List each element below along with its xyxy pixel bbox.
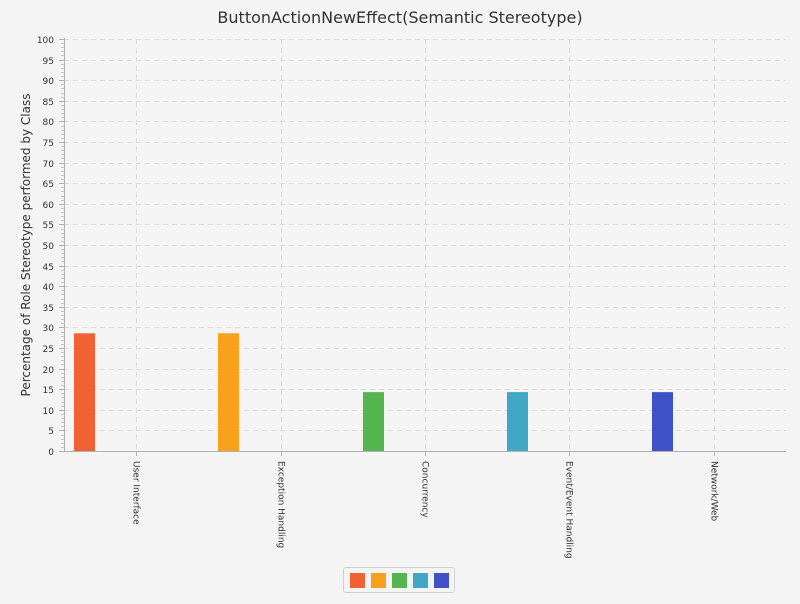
y-tick-label: 20	[43, 366, 55, 376]
y-tick-label: 15	[43, 386, 54, 396]
y-tick-label: 75	[43, 139, 54, 149]
legend-swatch	[413, 573, 428, 588]
x-tick-label: Event/Event Handling	[564, 461, 574, 559]
y-tick-label: 35	[43, 304, 54, 314]
y-tick-label: 10	[43, 407, 55, 417]
y-tick-labels: 0 5 10 15 20 25 30 35 40 45 50 55 60 65 70 75 80 85 90 95 10…	[37, 36, 54, 458]
legend	[343, 567, 455, 593]
bars	[74, 333, 673, 451]
legend-swatch	[371, 573, 386, 588]
bar	[363, 392, 384, 451]
x-tick-label: Network/Web	[709, 461, 719, 522]
legend-swatch	[392, 573, 407, 588]
y-tick-label: 45	[43, 263, 54, 273]
legend-swatch	[434, 573, 449, 588]
x-tick-label: Concurrency	[420, 461, 430, 518]
y-tick-label: 95	[43, 57, 54, 67]
y-tick-label: 5	[48, 427, 54, 437]
grid	[64, 39, 786, 451]
y-tick-label: 50	[43, 242, 55, 252]
y-tick-label: 65	[43, 180, 54, 190]
x-tick-label: User Interface	[131, 461, 141, 525]
chart-title: ButtonActionNewEffect(Semantic Stereotyp…	[217, 8, 582, 27]
x-tick-labels: User Interface Exception Handling Concurre…	[131, 451, 719, 559]
y-tick-label: 70	[43, 160, 55, 170]
y-tick-label: 80	[43, 118, 55, 128]
x-tick-label: Exception Handling	[276, 461, 286, 548]
y-tick-label: 40	[43, 283, 55, 293]
y-tick-label: 55	[43, 221, 54, 231]
bar	[507, 392, 528, 451]
bar	[74, 333, 95, 451]
y-tick-label: 25	[43, 345, 54, 355]
y-tick-label: 100	[37, 36, 54, 46]
legend-swatch	[350, 573, 365, 588]
bar	[218, 333, 239, 451]
y-axis-label: Percentage of Role Stereotype performed …	[19, 94, 33, 397]
y-tick-label: 30	[43, 324, 55, 334]
y-tick-label: 60	[43, 201, 55, 211]
y-tick-label: 85	[43, 98, 54, 108]
y-tick-label: 0	[48, 448, 54, 458]
y-minor-ticks	[59, 39, 64, 452]
bar	[652, 392, 673, 451]
y-tick-label: 90	[43, 77, 55, 87]
